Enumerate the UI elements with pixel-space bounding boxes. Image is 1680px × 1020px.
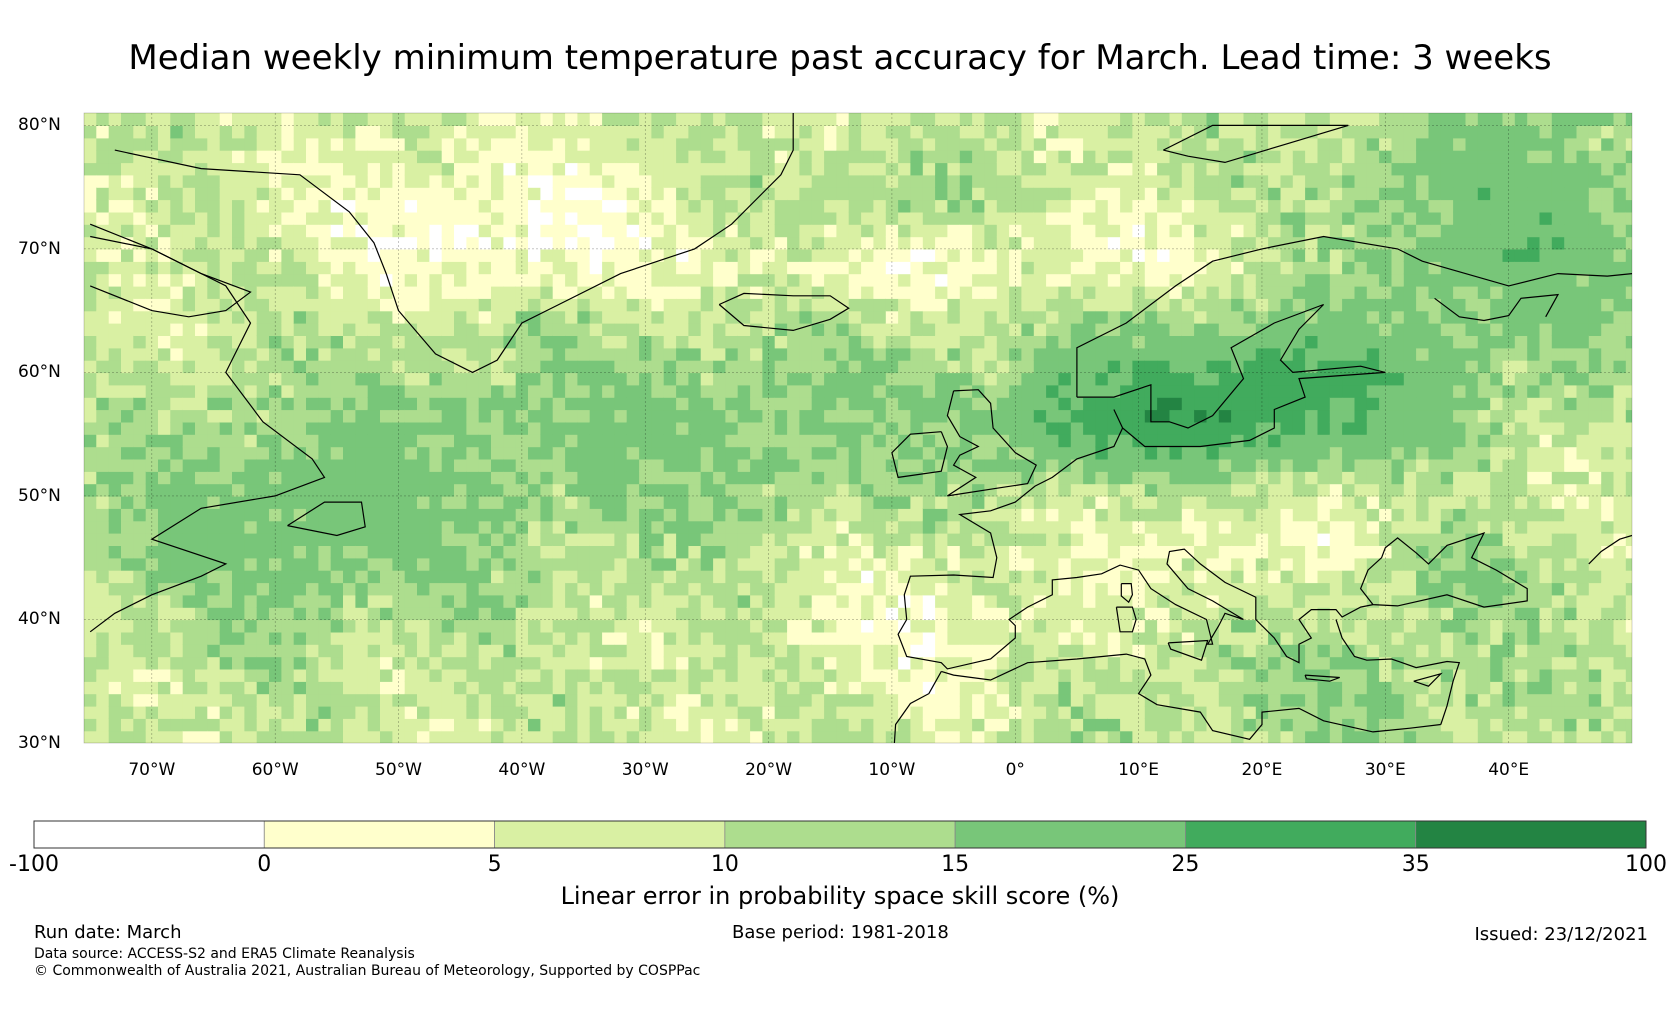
- lon-label: 40°E: [1488, 760, 1530, 780]
- north-africa-coast: [941, 653, 1441, 740]
- lat-label: 40°N: [18, 609, 61, 630]
- lon-label: 10°E: [1118, 760, 1160, 780]
- lon-label: 10°W: [868, 760, 916, 780]
- crete-coast: [1304, 674, 1340, 682]
- iceland-coast: [718, 292, 850, 332]
- chart-title: Median weekly minimum temperature past a…: [128, 38, 1552, 78]
- caspian-coast: [1588, 534, 1632, 565]
- cyprus-coast: [1413, 672, 1443, 687]
- corsica-coast: [1120, 582, 1134, 604]
- lat-label: 70°N: [18, 238, 61, 259]
- lon-label: 20°W: [745, 760, 793, 780]
- colorbar-segment: [33, 820, 265, 849]
- anatolia-coast: [1335, 619, 1461, 725]
- ireland-coast: [891, 431, 949, 479]
- colorbar: [33, 820, 1647, 849]
- lon-label: 20°E: [1241, 760, 1283, 780]
- colorbar-tick-label: 10: [710, 852, 739, 877]
- lat-label: 50°N: [18, 485, 61, 506]
- skill-score-grid: [84, 113, 1632, 743]
- baltic-coast: [1076, 303, 1386, 448]
- lon-label: 0°: [1005, 760, 1025, 780]
- colorbar-tick-label: 100: [1625, 852, 1667, 877]
- britain-coast: [946, 389, 1037, 497]
- colorbar-segment: [724, 820, 956, 849]
- lon-label: 70°W: [128, 760, 176, 780]
- colorbar-tick-label: 25: [1171, 852, 1200, 877]
- white-sea-coast: [1434, 293, 1560, 322]
- lat-label: 80°N: [18, 115, 61, 136]
- europe-west-coast: [897, 427, 1374, 670]
- colorbar-tick-label: 35: [1401, 852, 1430, 877]
- lat-label: 30°N: [18, 733, 61, 753]
- data-source: Data source: ACCESS-S2 and ERA5 Climate …: [34, 946, 415, 962]
- lon-label: 30°W: [621, 760, 669, 780]
- black-sea-coast: [1359, 531, 1528, 608]
- lon-label: 50°W: [375, 760, 423, 780]
- scandinavia-coast: [1076, 235, 1632, 398]
- sicily-coast: [1167, 639, 1209, 661]
- greenland-coast: [114, 113, 794, 374]
- newfoundland-coast: [287, 501, 366, 537]
- colorbar-segment: [494, 820, 726, 849]
- baffin-coast: [89, 235, 252, 318]
- coastlines: [89, 113, 1632, 743]
- colorbar-tick-label: -100: [9, 852, 59, 877]
- lat-label: 60°N: [18, 362, 61, 383]
- lon-label: 40°W: [498, 760, 546, 780]
- colorbar-tick-label: 15: [941, 852, 970, 877]
- graticule: [84, 113, 1632, 743]
- copyright: © Commonwealth of Australia 2021, Austra…: [34, 963, 701, 979]
- run-date: Run date: March: [34, 922, 182, 943]
- colorbar-segment: [1185, 820, 1417, 849]
- colorbar-segment: [954, 820, 1186, 849]
- lon-label: 60°W: [251, 760, 299, 780]
- labrador-coast: [89, 223, 326, 633]
- svalbard-coast: [1163, 124, 1349, 164]
- colorbar-segment: [1415, 820, 1647, 849]
- sardinia-coast: [1115, 606, 1137, 633]
- atlantic-africa-coast: [893, 671, 942, 743]
- issued-date: Issued: 23/12/2021: [1474, 924, 1648, 945]
- colorbar-segment: [263, 820, 495, 849]
- colorbar-tick-label: 0: [257, 852, 272, 877]
- colorbar-tick-label: 5: [487, 852, 502, 877]
- colorbar-label: Linear error in probability space skill …: [560, 882, 1120, 910]
- lon-label: 30°E: [1364, 760, 1406, 780]
- base-period: Base period: 1981-2018: [732, 922, 949, 943]
